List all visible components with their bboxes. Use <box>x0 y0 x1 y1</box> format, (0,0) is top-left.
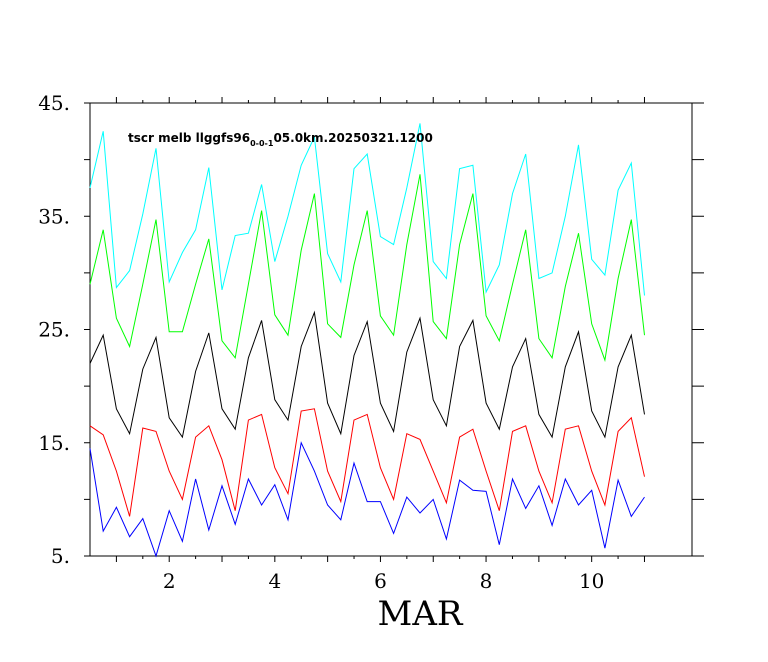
x-tick-label: 2 <box>163 569 176 593</box>
chart-title-subscript: 0-0-1 <box>250 139 274 148</box>
y-tick-label: 45. <box>38 91 70 115</box>
axis-ticks <box>84 97 704 562</box>
plot-frame <box>89 102 693 557</box>
y-tick-label: 15. <box>38 431 70 455</box>
x-tick-label: 8 <box>480 569 493 593</box>
y-tick-label: 25. <box>38 318 70 342</box>
x-axis-title: MAR <box>378 594 464 634</box>
x-tick-label: 10 <box>579 569 604 593</box>
chart-title: tscr melb llggfs960-0-105.0km.20250321.1… <box>128 131 433 148</box>
series-line-5 <box>89 441 645 558</box>
chart-title-main: tscr melb llggfs96 <box>128 131 250 145</box>
plot-border <box>89 102 693 557</box>
series-layer <box>89 123 645 558</box>
chart-title-suffix: 05.0km.20250321.1200 <box>273 131 432 145</box>
series-line-1 <box>89 123 645 296</box>
x-tick-label: 4 <box>268 569 281 593</box>
x-tick-label: 6 <box>374 569 387 593</box>
series-line-4 <box>89 408 645 517</box>
y-tick-label: 5. <box>51 544 70 568</box>
y-tick-label: 35. <box>38 204 70 228</box>
series-line-2 <box>89 174 645 363</box>
series-line-3 <box>89 310 645 439</box>
axis-labels: 2 4 6 8 10 5. 15. 25. 35. 45. <box>38 91 604 593</box>
